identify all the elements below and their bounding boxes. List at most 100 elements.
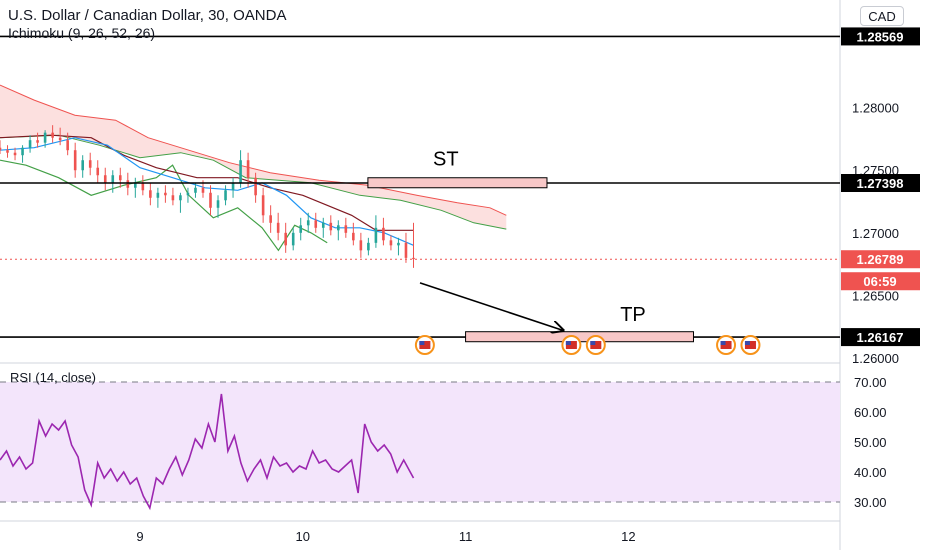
candle-body [36,140,39,143]
st-price-label-bg [841,174,920,193]
candle-body [382,227,385,241]
last-price-label: 1.26789 [841,250,920,269]
candle-body [179,195,182,201]
candle-body [88,160,92,168]
candle-body [261,195,265,216]
candle-body [58,137,62,141]
flag-canton [565,341,571,345]
event-marker[interactable] [740,335,761,355]
time-tick-label: 10 [296,529,310,544]
candle [28,135,32,153]
candle-body [389,240,393,246]
candle-body [269,215,272,223]
candle [141,175,145,196]
candle [51,125,54,143]
candle-body [374,227,378,243]
candle [306,212,310,233]
rsi-background [0,381,840,503]
zones[interactable]: ST TP [367,148,694,343]
candle [367,237,370,256]
candle [88,152,92,176]
candle [156,187,160,208]
candle [231,177,235,198]
candle-body [164,192,167,196]
candle-body [404,242,408,258]
candle-body [186,192,190,196]
candle [209,185,212,216]
time-tick-label: 11 [459,529,473,544]
candle-body [284,232,287,246]
event-marker[interactable] [561,335,582,355]
candle-body [329,222,333,231]
cloud-fill [0,85,507,230]
flag-canton [419,341,425,345]
candle [224,185,227,206]
ichimoku-cloud [0,84,507,230]
last-price-label-text: 1.26789 [857,252,904,267]
candle [216,195,220,218]
resistance-price-label-bg [841,27,920,46]
candle [254,172,257,203]
last-price-label-bg [841,250,920,269]
rsi-tick-label: 40.00 [854,465,887,480]
candle-body [231,182,235,191]
base-line [0,134,414,231]
candle-body [21,147,24,156]
rsi-series-line [0,393,415,511]
candle-body [96,167,100,176]
candle [164,185,167,203]
currency-button[interactable]: CAD [860,6,904,26]
candle-body [291,232,295,246]
candle [329,215,333,236]
candle-body [352,232,355,241]
candle-body [254,177,257,196]
flag-canton [590,341,596,345]
rsi-tick-label: 60.00 [854,405,887,420]
flag-canton [720,341,726,345]
event-marker[interactable] [585,335,606,355]
flag-icon [565,341,577,349]
indicator-label[interactable]: Ichimoku (9, 26, 52, 26) [8,25,156,41]
rsi-label[interactable]: RSI (14, close) [10,370,96,385]
candle-body [103,175,107,183]
tp-price-label: 1.26167 [841,328,920,347]
st-label: ST [433,148,459,170]
flag-icon [419,341,431,349]
candle-body [28,140,32,148]
event-marker[interactable] [716,335,737,355]
trade-arrow [419,282,563,331]
candle-body [73,150,77,171]
candle [194,182,197,198]
candle [81,155,84,178]
candle [352,222,355,246]
candle [344,217,348,238]
candle [103,167,107,191]
price-tick-label: 1.28000 [852,101,899,116]
candle [73,142,77,178]
candle [186,187,190,203]
candle [314,212,318,233]
flag-icon [590,341,602,349]
rsi-tick-label: 70.00 [854,375,887,390]
event-marker[interactable] [414,335,435,355]
price-tick-label: 1.27000 [852,226,899,241]
candle [179,192,182,213]
rsi-band-fill [0,382,840,502]
candle [239,150,242,188]
candle [66,132,69,156]
tp-price-label-text: 1.26167 [857,330,904,345]
rsi-tick-label: 50.00 [854,435,887,450]
candle [389,235,393,251]
candle-body [51,132,54,138]
candle-body [216,200,220,208]
conversion-line [0,137,414,246]
st-price-label: 1.27398 [841,174,920,193]
candle [261,187,265,223]
candle [13,147,17,161]
candle-body [81,160,84,171]
st-zone[interactable] [367,177,548,189]
candle [404,232,408,263]
candle [171,187,175,206]
event-markers[interactable] [414,335,761,355]
